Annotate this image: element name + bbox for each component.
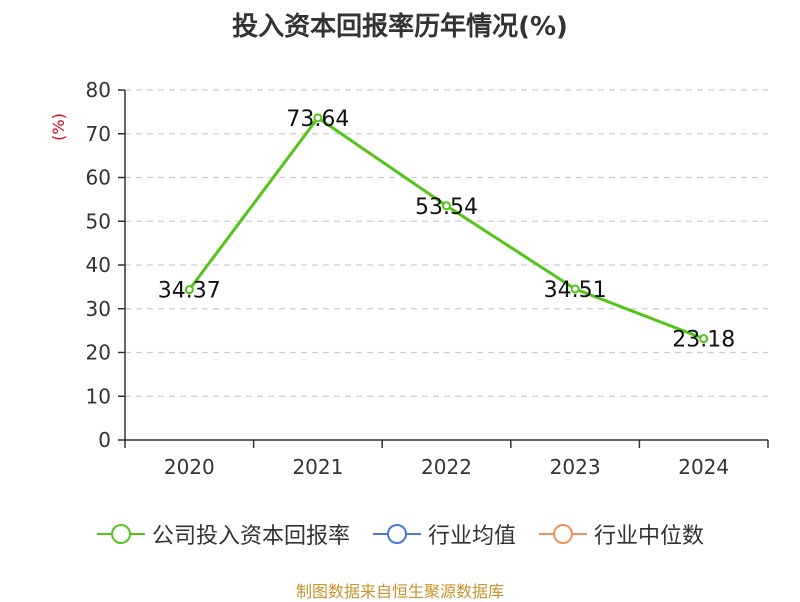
gridlines [125, 89, 768, 397]
x-tick-label: 2023 [550, 455, 601, 479]
data-source-note: 制图数据来自恒生聚源数据库 [295, 582, 504, 601]
x-tick-label: 2022 [421, 455, 472, 479]
data-label: 53.54 [415, 195, 478, 220]
legend-label: 行业中位数 [594, 524, 705, 549]
y-tick-label: 30 [86, 297, 111, 321]
axes: 0 10 20 30 40 50 60 70 80 2020 2021 2022 2023 2024 [86, 78, 769, 479]
legend-item-company-roic[interactable]: 公司投入资本回报率 [96, 518, 350, 550]
series-layer [184, 113, 709, 344]
x-tick-label: 2020 [164, 455, 215, 479]
data-label: 34.37 [158, 279, 221, 304]
legend-label: 公司投入资本回报率 [151, 524, 350, 549]
y-tick-label: 50 [86, 209, 111, 233]
y-tick-label: 80 [86, 78, 111, 102]
legend: 公司投入资本回报率 行业均值 行业中位数 [0, 518, 800, 550]
y-tick-label: 40 [86, 253, 111, 277]
data-labels: 34.37 73.64 53.54 34.51 23.18 [158, 107, 735, 353]
data-point [570, 284, 580, 294]
legend-circle [386, 524, 407, 544]
legend-item-industry-median[interactable]: 行业中位数 [538, 518, 704, 550]
legend-line-circle-icon [372, 524, 421, 544]
series-line-company-roic [188, 116, 705, 340]
legend-circle [553, 524, 573, 544]
y-tick-label: 70 [86, 122, 111, 146]
data-label: 73.64 [286, 107, 349, 132]
y-tick-label: 60 [86, 166, 111, 190]
chart-title: 投入资本回报率历年情况(%) [232, 12, 568, 42]
y-tick-label: 20 [86, 341, 111, 365]
legend-item-industry-average[interactable]: 行业均值 [372, 518, 516, 550]
data-point [313, 113, 323, 123]
data-label: 23.18 [672, 328, 735, 353]
data-point [184, 285, 194, 295]
data-label: 34.51 [544, 278, 607, 303]
legend-label: 行业均值 [427, 524, 516, 549]
legend-line-circle-icon [539, 524, 587, 544]
x-tick-label: 2021 [292, 455, 343, 479]
y-axis-label: (%) [49, 113, 68, 141]
legend-line-circle-icon [96, 524, 145, 544]
y-tick-label: 10 [86, 384, 111, 408]
legend-circle [110, 524, 131, 544]
x-tick-label: 2024 [678, 455, 729, 479]
data-point [442, 201, 451, 211]
y-tick-label: 0 [98, 428, 111, 452]
data-point [699, 334, 709, 344]
